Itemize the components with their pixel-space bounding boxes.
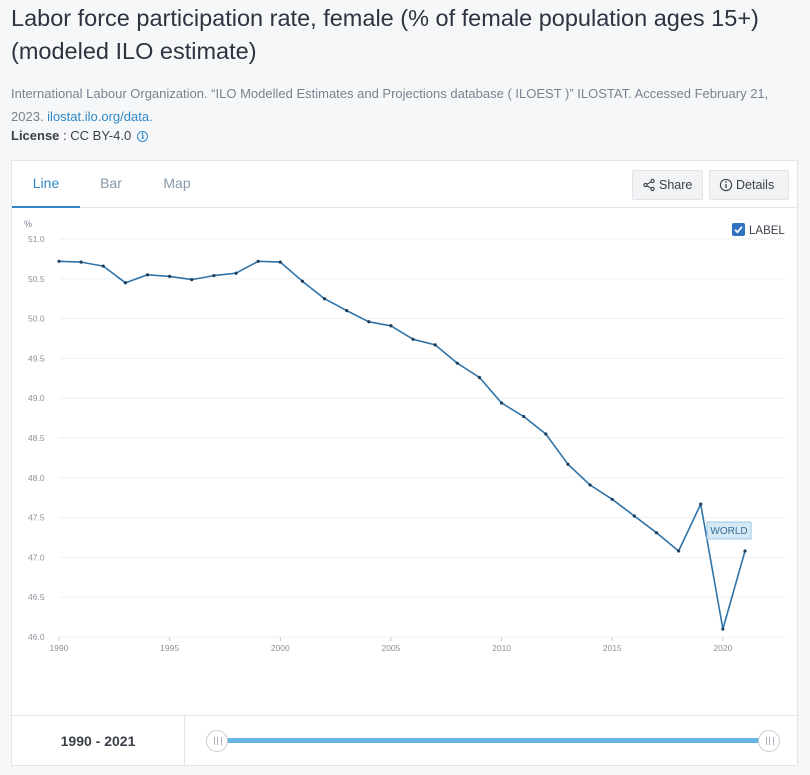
y-tick-label: 46.5	[28, 592, 45, 602]
data-point	[699, 502, 703, 506]
data-point	[212, 274, 216, 278]
line-chart: % 51.0 50.5 50.0 49.5 49.0 48.5 48.0 47.5 47.0 46.…	[24, 219, 785, 653]
chart-card: Line Bar Map Share Details	[11, 160, 798, 716]
data-point	[367, 320, 371, 324]
range-end-handle[interactable]	[758, 730, 780, 752]
x-tick-label: 2000	[271, 643, 290, 653]
source-citation: International Labour Organization. “ILO …	[11, 82, 801, 128]
data-point	[433, 343, 437, 347]
data-point	[721, 627, 725, 631]
series-label-text: WORLD	[710, 526, 747, 537]
data-point	[743, 549, 747, 553]
x-tick-label: 1990	[50, 643, 69, 653]
y-axis-unit-label: %	[24, 219, 32, 229]
range-footer: 1990 - 2021	[11, 716, 798, 766]
data-point	[654, 531, 659, 535]
page-title: Labor force participation rate, female (…	[11, 5, 759, 64]
info-icon	[719, 178, 733, 192]
data-point	[522, 414, 526, 419]
data-point	[389, 324, 393, 328]
y-tick-label: 49.0	[28, 393, 45, 403]
y-tick-label: 48.5	[28, 433, 45, 443]
data-point	[190, 277, 194, 282]
license-separator: :	[59, 128, 71, 143]
series-label-world: WORLD	[706, 521, 752, 540]
range-start-handle[interactable]	[206, 730, 228, 752]
range-label: 1990 - 2021	[12, 716, 185, 766]
label-toggle-text: LABEL	[749, 225, 785, 237]
x-tick-label: 2020	[713, 643, 732, 653]
check-icon	[734, 226, 743, 234]
label-toggle[interactable]: LABEL	[732, 223, 785, 237]
data-point	[322, 297, 327, 301]
x-tick-label: 2005	[381, 643, 400, 653]
x-tick-label: 2015	[603, 643, 622, 653]
x-tick-label: 1995	[160, 643, 179, 653]
data-point	[632, 514, 636, 518]
data-point	[79, 260, 83, 264]
details-button[interactable]: Details	[709, 170, 789, 200]
range-slider-track[interactable]	[216, 738, 769, 743]
share-button[interactable]: Share	[632, 170, 703, 200]
share-icon	[643, 178, 655, 192]
info-icon[interactable]: i	[137, 131, 149, 142]
data-point	[234, 271, 238, 275]
series-label-box	[706, 521, 752, 540]
data-point	[256, 259, 260, 263]
license: License : CC BY-4.0 i	[11, 128, 149, 143]
label-checkbox[interactable]	[732, 223, 745, 236]
y-tick-label: 47.0	[28, 552, 45, 562]
y-tick-label: 47.5	[28, 513, 45, 523]
data-point	[168, 274, 172, 279]
data-point	[123, 281, 127, 285]
y-tick-label: 51.0	[28, 234, 45, 244]
license-value: CC BY-4.0	[70, 128, 132, 143]
tab-bar: Line Bar Map Share Details	[12, 161, 797, 208]
data-point	[411, 337, 415, 341]
tab-bar-chart[interactable]: Bar	[100, 175, 122, 191]
data-point	[455, 361, 459, 365]
data-point	[566, 462, 570, 466]
data-point	[477, 375, 482, 380]
y-tick-label: 48.0	[28, 473, 45, 483]
details-label: Details	[736, 178, 775, 192]
data-point	[300, 279, 305, 283]
source-text: International Labour Organization. “ILO …	[11, 86, 769, 124]
data-point	[499, 401, 504, 405]
data-point	[145, 273, 150, 277]
tab-map[interactable]: Map	[163, 175, 191, 191]
x-tick-label: 2010	[492, 643, 511, 653]
y-tick-label: 50.5	[28, 274, 45, 284]
series-line-world	[58, 260, 746, 630]
share-label: Share	[659, 178, 693, 192]
data-point	[57, 259, 61, 263]
y-tick-label: 46.0	[28, 632, 45, 642]
data-point	[588, 483, 592, 487]
data-point	[101, 264, 105, 268]
data-point	[610, 497, 614, 501]
license-label: License	[11, 128, 60, 143]
data-point	[345, 309, 349, 313]
source-link[interactable]: ilostat.ilo.org/data.	[47, 109, 153, 124]
data-point	[278, 260, 282, 264]
tab-line[interactable]: Line	[12, 161, 80, 208]
y-tick-label: 49.5	[28, 353, 45, 363]
data-point	[677, 549, 681, 553]
data-point	[544, 432, 548, 436]
y-tick-label: 50.0	[28, 314, 45, 324]
